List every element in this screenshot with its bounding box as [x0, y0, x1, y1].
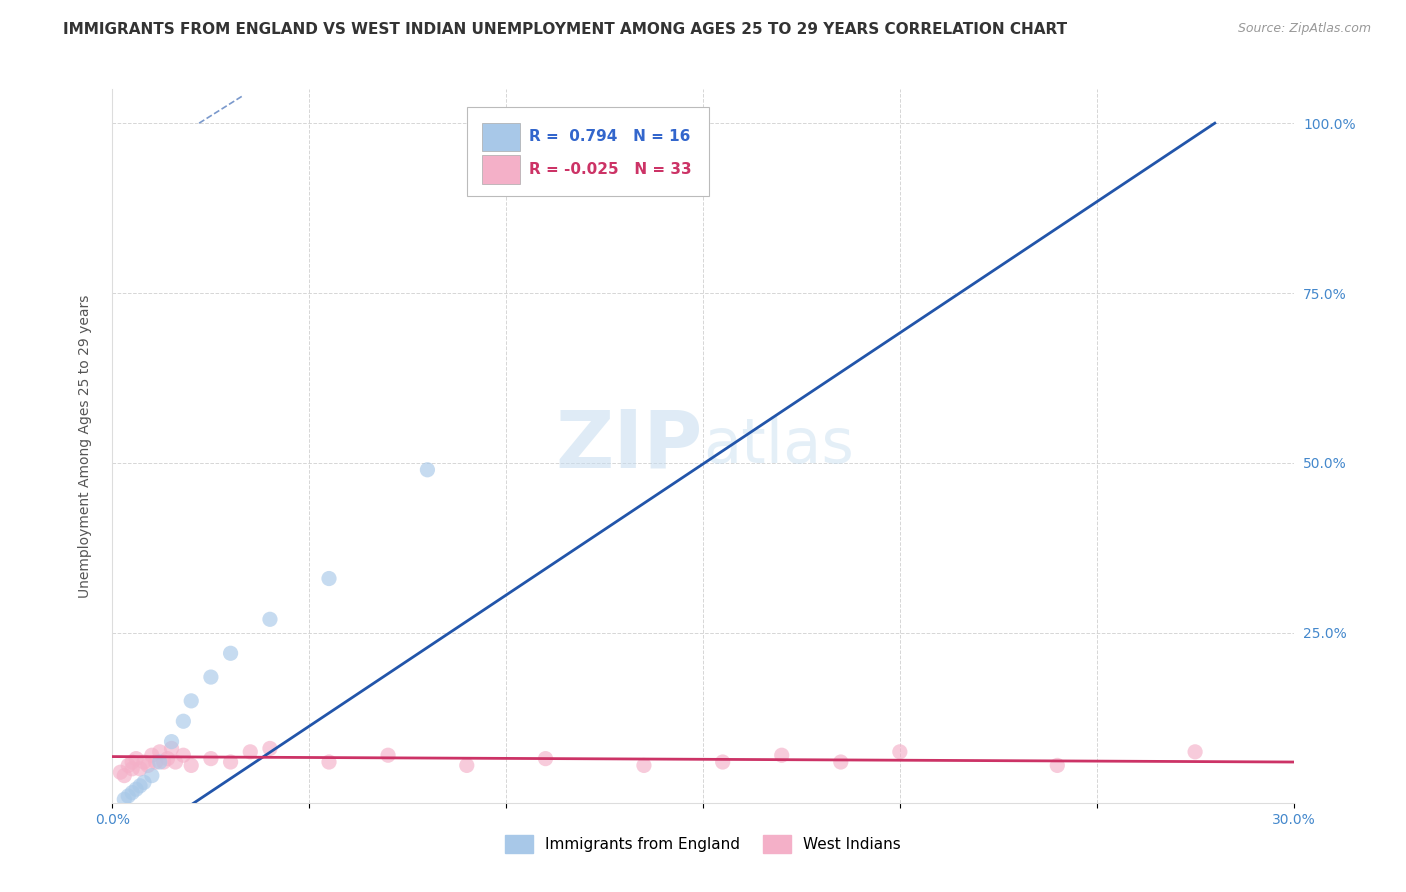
Point	[830, 755, 852, 769]
Point	[889, 745, 911, 759]
Point	[219, 755, 242, 769]
Point	[117, 758, 139, 772]
Text: ZIP: ZIP	[555, 407, 703, 485]
Point	[172, 748, 194, 763]
Point	[112, 769, 135, 783]
Point	[149, 755, 172, 769]
Text: R = -0.025   N = 33: R = -0.025 N = 33	[530, 162, 692, 178]
Point	[711, 755, 734, 769]
Point	[1046, 758, 1069, 772]
Point	[152, 755, 174, 769]
Text: atlas: atlas	[703, 416, 853, 476]
Point	[129, 779, 152, 793]
Point	[219, 646, 242, 660]
Point	[200, 670, 222, 684]
Point	[121, 762, 143, 776]
FancyBboxPatch shape	[482, 155, 520, 184]
FancyBboxPatch shape	[482, 122, 520, 151]
Point	[156, 751, 179, 765]
Point	[141, 769, 163, 783]
Point	[180, 694, 202, 708]
Text: Source: ZipAtlas.com: Source: ZipAtlas.com	[1237, 22, 1371, 36]
Point	[117, 789, 139, 803]
Point	[259, 741, 281, 756]
Point	[259, 612, 281, 626]
Point	[377, 748, 399, 763]
Point	[770, 748, 793, 763]
FancyBboxPatch shape	[467, 107, 709, 196]
Point	[160, 741, 183, 756]
Point	[132, 775, 155, 789]
Legend: Immigrants from England, West Indians: Immigrants from England, West Indians	[499, 829, 907, 859]
Point	[160, 734, 183, 748]
Point	[112, 792, 135, 806]
Point	[534, 751, 557, 765]
Point	[239, 745, 262, 759]
Point	[132, 755, 155, 769]
Point	[318, 755, 340, 769]
Point	[172, 714, 194, 729]
Point	[136, 758, 159, 772]
Point	[110, 765, 132, 780]
Point	[141, 748, 163, 763]
Point	[121, 786, 143, 800]
Point	[318, 572, 340, 586]
Text: IMMIGRANTS FROM ENGLAND VS WEST INDIAN UNEMPLOYMENT AMONG AGES 25 TO 29 YEARS CO: IMMIGRANTS FROM ENGLAND VS WEST INDIAN U…	[63, 22, 1067, 37]
Point	[145, 755, 167, 769]
Point	[456, 758, 478, 772]
Point	[121, 755, 143, 769]
Point	[129, 762, 152, 776]
Point	[149, 745, 172, 759]
Point	[125, 751, 148, 765]
Y-axis label: Unemployment Among Ages 25 to 29 years: Unemployment Among Ages 25 to 29 years	[77, 294, 91, 598]
Point	[633, 758, 655, 772]
Point	[416, 463, 439, 477]
Point	[180, 758, 202, 772]
Text: R =  0.794   N = 16: R = 0.794 N = 16	[530, 129, 690, 145]
Point	[165, 755, 187, 769]
Point	[1184, 745, 1206, 759]
Point	[125, 782, 148, 797]
Point	[200, 751, 222, 765]
